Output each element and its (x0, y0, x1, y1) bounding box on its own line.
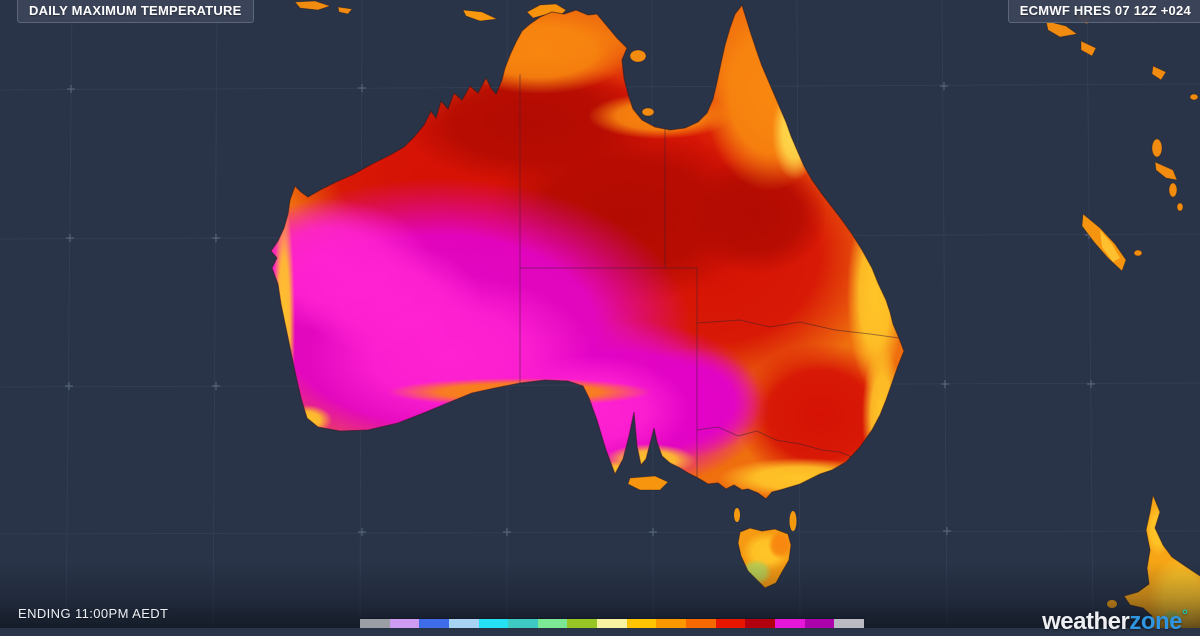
temperature-swatch (537, 619, 568, 628)
temperature-swatch (389, 619, 420, 628)
logo-zone: zone (1129, 608, 1182, 635)
temperature-swatch (745, 619, 775, 628)
temperature-swatch (774, 619, 805, 628)
australia-coastline (270, 3, 905, 500)
temperature-swatch (478, 619, 509, 628)
temperature-swatch (804, 619, 835, 628)
temperature-swatch (567, 619, 598, 628)
pacific-islands (294, 0, 1199, 272)
logo-weather: weather (1042, 608, 1130, 635)
model-info: ECMWF HRES 07 12Z +024 (1019, 3, 1191, 18)
temperature-swatch (360, 619, 390, 628)
valid-time-label: ENDING 11:00PM AEDT (18, 606, 169, 621)
logo-degree: ° (1182, 607, 1188, 624)
weatherzone-logo: weatherzone° (1042, 607, 1188, 636)
map-title-chip: DAILY MAXIMUM TEMPERATURE (17, 0, 254, 23)
state-borders (519, 74, 900, 478)
temperature-swatch (597, 619, 627, 628)
temperature-swatch (626, 619, 657, 628)
temperature-swatch (419, 619, 449, 628)
coastal-islands (627, 49, 669, 491)
temperature-swatch (656, 619, 687, 628)
map-title: DAILY MAXIMUM TEMPERATURE (29, 3, 242, 18)
temperature-swatch (715, 619, 746, 628)
temperature-swatch (508, 619, 538, 628)
temperature-swatch (686, 619, 716, 628)
temperature-swatch (834, 619, 864, 628)
model-info-chip: ECMWF HRES 07 12Z +024 (1007, 0, 1200, 23)
temperature-scale (360, 619, 864, 628)
temperature-swatch (448, 619, 479, 628)
